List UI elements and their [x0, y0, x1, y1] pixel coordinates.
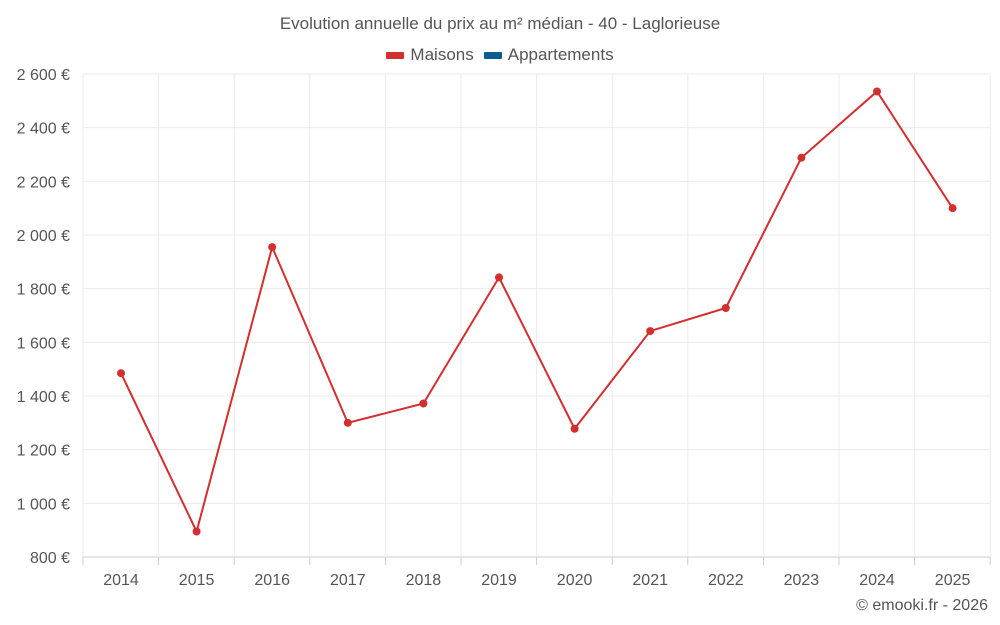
y-tick-label: 2 400 € [17, 121, 70, 138]
data-point-maisons[interactable] [570, 424, 579, 433]
x-tick-label: 2014 [103, 572, 139, 589]
x-tick-label: 2023 [784, 572, 820, 589]
legend-item-maisons[interactable]: Maisons [386, 45, 474, 65]
y-tick-label: 1 800 € [17, 282, 70, 299]
x-tick-label: 2021 [632, 572, 668, 589]
y-tick-label: 1 400 € [17, 389, 70, 406]
y-tick-label: 2 200 € [17, 174, 70, 191]
x-tick-label: 2016 [254, 572, 290, 589]
x-tick-label: 2019 [481, 572, 517, 589]
legend-item-appartements[interactable]: Appartements [483, 45, 614, 65]
x-tick-label: 2015 [179, 572, 215, 589]
grid-layer [82, 73, 991, 558]
axis-layer: 800 € 1 000 € 1 200 € 1 400 € 1 600 € 1 800 €… [17, 67, 991, 589]
series-layer [117, 87, 957, 536]
data-point-maisons[interactable] [192, 527, 201, 536]
x-tick-label: 2018 [406, 572, 442, 589]
data-point-maisons[interactable] [495, 273, 503, 282]
legend-swatch-appartements [483, 51, 502, 59]
y-tick-label: 2 000 € [17, 228, 70, 245]
data-point-maisons[interactable] [117, 369, 125, 378]
data-point-maisons[interactable] [873, 87, 881, 96]
chart-legend: Maisons Appartements [0, 45, 1000, 65]
y-tick-label: 800 € [30, 550, 70, 567]
y-tick-label: 2 600 € [17, 67, 70, 84]
data-point-maisons[interactable] [721, 303, 730, 312]
x-tick-label: 2022 [708, 572, 744, 589]
y-tick-label: 1 200 € [17, 443, 70, 460]
data-point-maisons[interactable] [419, 399, 428, 408]
x-tick-label: 2017 [330, 572, 366, 589]
data-point-maisons[interactable] [343, 418, 352, 427]
y-tick-label: 1 600 € [17, 335, 70, 352]
series-line-maisons [120, 89, 954, 535]
data-point-maisons[interactable] [268, 243, 277, 252]
data-point-maisons[interactable] [646, 327, 655, 336]
chart-title: Evolution annuelle du prix au m² médian … [279, 14, 721, 33]
x-tick-label: 2025 [935, 572, 971, 589]
x-tick-label: 2020 [557, 572, 593, 589]
data-point-maisons[interactable] [797, 153, 806, 162]
legend-swatch-maisons [386, 51, 405, 59]
x-tick-label: 2024 [859, 572, 895, 589]
y-tick-label: 1 000 € [17, 496, 70, 513]
legend-label-maisons: Maisons [410, 45, 474, 64]
data-point-maisons[interactable] [948, 204, 957, 213]
copyright-footer: © emooki.fr - 2026 [856, 597, 988, 614]
legend-label-appartements: Appartements [507, 45, 614, 64]
